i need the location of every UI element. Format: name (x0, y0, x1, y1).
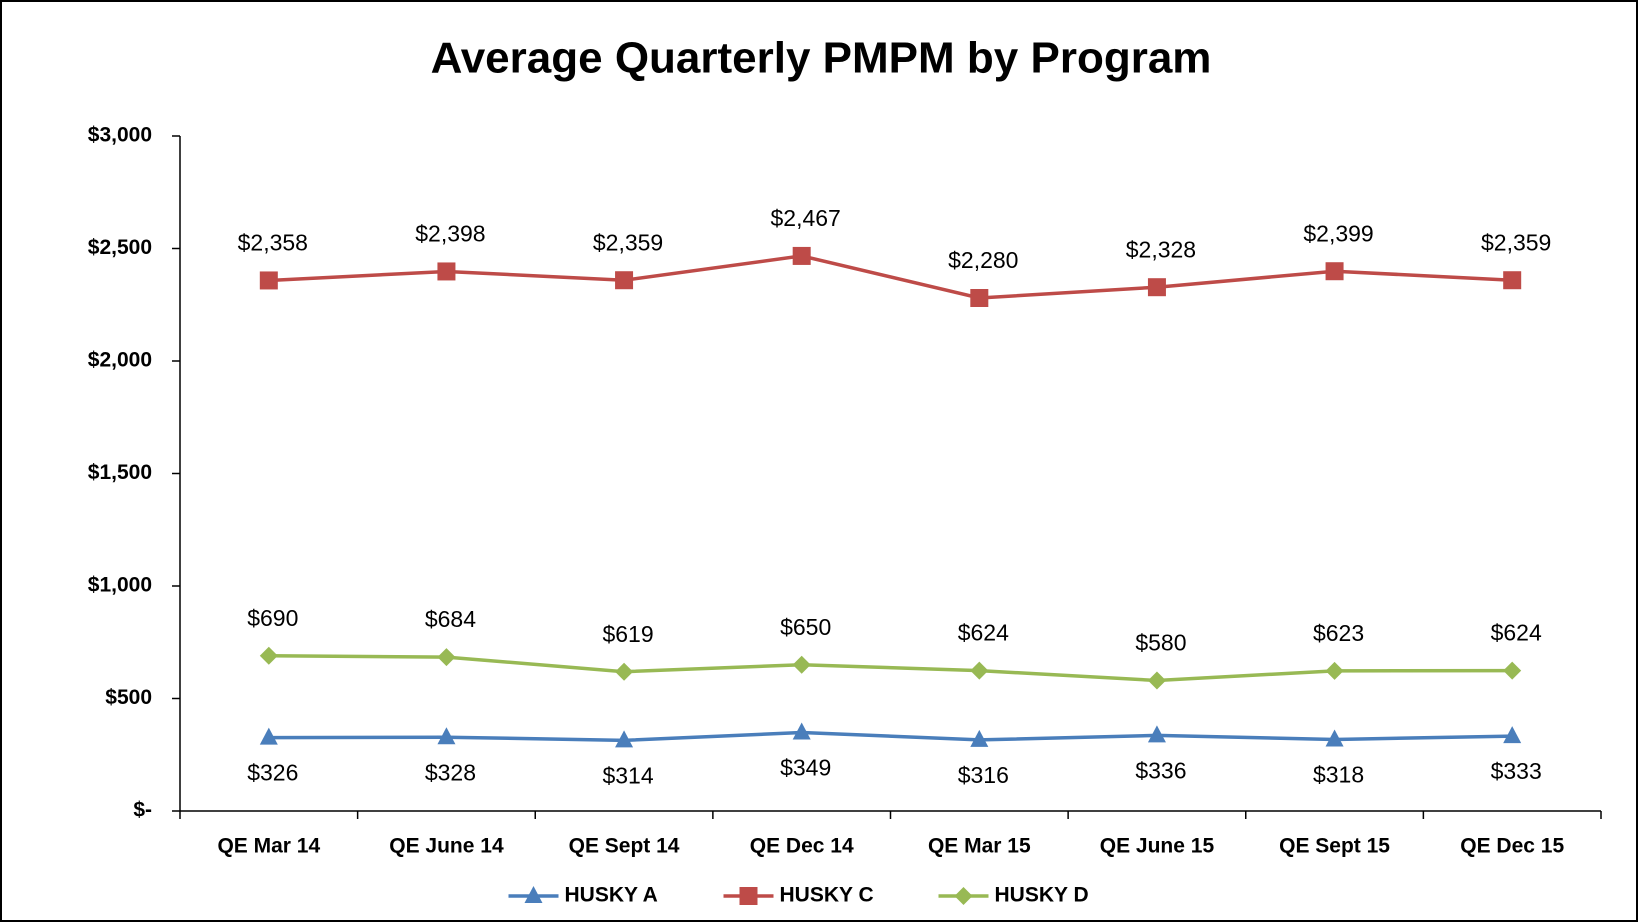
x-tick-label: QE Sept 15 (1279, 835, 1390, 858)
data-point (970, 729, 989, 747)
data-label: $2,358 (238, 230, 308, 256)
y-tick-label: $500 (105, 686, 152, 709)
series-line (268, 730, 1513, 743)
chart-title: Average Quarterly PMPM by Program (431, 34, 1212, 83)
data-label: $328 (425, 759, 476, 785)
data-point (259, 271, 278, 290)
data-point (1147, 671, 1166, 690)
data-label: $690 (247, 605, 298, 631)
data-point (792, 655, 811, 674)
x-tick-label: QE Mar 14 (217, 835, 320, 858)
data-label: $336 (1135, 757, 1186, 783)
data-point (259, 727, 278, 745)
data-point (1325, 729, 1344, 747)
series-line (268, 654, 1513, 683)
legend-label: HUSKY A (565, 884, 658, 907)
legend-marker (954, 887, 973, 905)
data-label: $333 (1491, 758, 1542, 784)
legend-label: HUSKY C (780, 884, 874, 907)
data-label: $684 (425, 606, 476, 632)
data-label: $2,398 (415, 221, 485, 247)
data-point (970, 289, 989, 307)
data-point (792, 246, 811, 265)
data-point (437, 262, 456, 281)
x-tick-label: QE June 14 (389, 835, 504, 858)
data-label: $624 (1491, 620, 1542, 646)
data-point (970, 661, 989, 680)
data-label: $623 (1313, 620, 1364, 646)
data-point (1503, 271, 1522, 290)
data-label: $650 (780, 614, 831, 640)
data-point (615, 730, 634, 748)
data-label: $314 (602, 762, 653, 788)
data-point (1503, 661, 1522, 680)
y-tick-label: $- (133, 799, 152, 822)
series-line (268, 254, 1513, 300)
data-label: $2,359 (1481, 229, 1551, 255)
data-point (1325, 262, 1344, 281)
data-point (1147, 725, 1166, 743)
data-label: $619 (602, 621, 653, 647)
y-tick-label: $1,000 (88, 574, 152, 597)
data-point (437, 648, 456, 667)
data-label: $2,467 (771, 205, 841, 231)
x-tick-label: QE Dec 15 (1460, 835, 1564, 858)
data-point (259, 646, 278, 665)
data-point (1325, 661, 1344, 680)
data-point (1147, 278, 1166, 297)
data-point (437, 727, 456, 745)
y-tick-label: $3,000 (88, 124, 152, 147)
y-tick-label: $2,500 (88, 236, 152, 259)
data-point (615, 662, 634, 681)
data-label: $2,328 (1126, 236, 1196, 262)
legend-marker (739, 887, 758, 905)
y-tick-label: $2,000 (88, 349, 152, 372)
data-label: $2,359 (593, 229, 663, 255)
data-label: $624 (958, 620, 1009, 646)
x-tick-label: QE Mar 15 (928, 835, 1031, 858)
x-tick-label: QE Dec 14 (750, 835, 854, 858)
data-label: $2,399 (1303, 220, 1373, 246)
data-point (615, 271, 634, 290)
legend-marker (524, 886, 543, 903)
data-label: $326 (247, 760, 298, 786)
data-label: $316 (958, 762, 1009, 788)
data-point (1503, 726, 1522, 744)
legend-label: HUSKY D (995, 884, 1089, 907)
y-tick-label: $1,500 (88, 461, 152, 484)
x-tick-label: QE Sept 14 (569, 835, 680, 858)
data-label: $318 (1313, 762, 1364, 788)
data-label: $349 (780, 755, 831, 781)
data-label: $2,280 (948, 247, 1018, 273)
x-tick-label: QE June 15 (1100, 835, 1215, 858)
data-label: $580 (1135, 630, 1186, 656)
data-point (792, 722, 811, 740)
